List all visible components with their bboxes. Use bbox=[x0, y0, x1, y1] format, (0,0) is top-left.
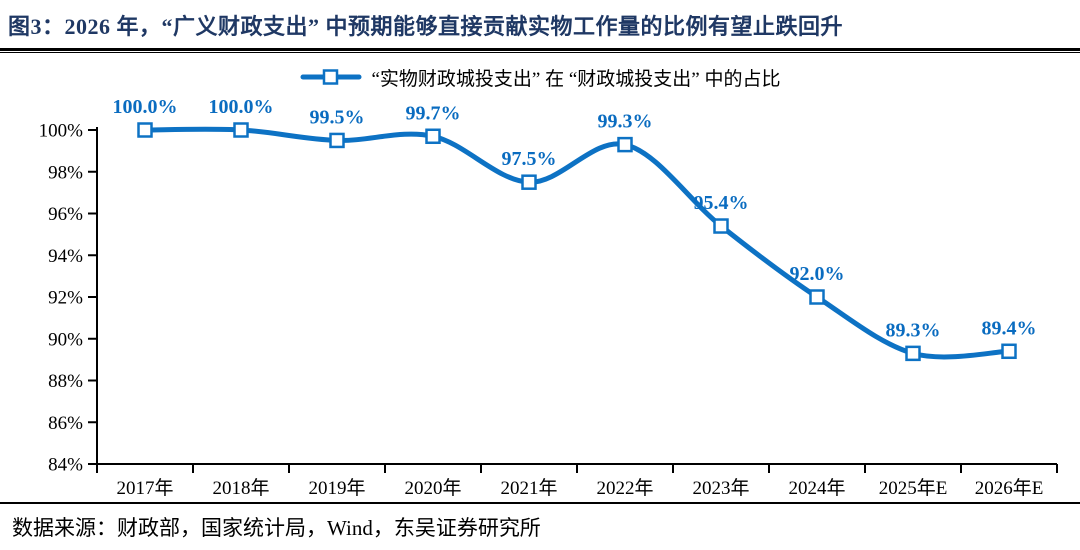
title-divider bbox=[0, 48, 1080, 53]
chart-svg: 100%98%96%94%92%90%88%86%84%2017年 2018年 20… bbox=[39, 96, 1058, 499]
svg-text:2023年: 2023年 bbox=[692, 477, 749, 499]
svg-text:90%: 90% bbox=[48, 329, 83, 350]
svg-text:89.3%: 89.3% bbox=[886, 319, 941, 341]
svg-text:2024年: 2024年 bbox=[788, 477, 845, 499]
svg-text:2021年: 2021年 bbox=[500, 477, 557, 499]
svg-text:2017年: 2017年 bbox=[116, 477, 173, 499]
svg-text:2026年E: 2026年E bbox=[975, 477, 1044, 499]
series-markers bbox=[137, 122, 1017, 362]
svg-text:99.5%: 99.5% bbox=[310, 106, 365, 128]
svg-text:92%: 92% bbox=[48, 288, 83, 309]
data-labels: 100.0% 100.0% 99.5% 99.7% 97.5% 99.3% 95.4% 92.… bbox=[113, 96, 1037, 341]
legend-line-marker-icon bbox=[300, 69, 361, 85]
svg-text:89.4%: 89.4% bbox=[982, 317, 1037, 339]
svg-text:84%: 84% bbox=[48, 455, 83, 476]
svg-text:98%: 98% bbox=[48, 162, 83, 183]
svg-text:92.0%: 92.0% bbox=[790, 263, 845, 285]
svg-text:100.0%: 100.0% bbox=[209, 96, 274, 118]
svg-text:2018年: 2018年 bbox=[212, 477, 269, 499]
y-axis-labels: 100% 98% 96% 94% 92% 90% 88% 86% 84% bbox=[39, 121, 84, 476]
chart-title: 图3：2026 年，“广义财政支出” 中预期能够直接贡献实物工作量的比例有望止跌… bbox=[8, 14, 844, 39]
svg-text:94%: 94% bbox=[48, 246, 83, 267]
svg-text:100%: 100% bbox=[39, 121, 84, 142]
svg-text:88%: 88% bbox=[48, 371, 83, 392]
series-line bbox=[142, 126, 1012, 360]
svg-text:97.5%: 97.5% bbox=[502, 148, 557, 170]
svg-text:86%: 86% bbox=[48, 413, 83, 434]
legend-label: “实物财政城投支出” 在 “财政城投支出” 中的占比 bbox=[371, 68, 781, 90]
chart-legend: “实物财政城投支出” 在 “财政城投支出” 中的占比 bbox=[0, 64, 1080, 90]
svg-text:100.0%: 100.0% bbox=[113, 96, 178, 118]
x-axis-labels: 2017年 2018年 2019年 2020年 2021年 2022年 2023年 2024年… bbox=[116, 477, 1043, 499]
svg-text:2019年: 2019年 bbox=[308, 477, 365, 499]
svg-text:96%: 96% bbox=[48, 204, 83, 225]
svg-text:2020年: 2020年 bbox=[404, 477, 461, 499]
source-note: 数据来源：财政部，国家统计局，Wind，东吴证券研究所 bbox=[12, 516, 541, 540]
svg-text:95.4%: 95.4% bbox=[694, 192, 749, 214]
svg-text:2022年: 2022年 bbox=[596, 477, 653, 499]
axes bbox=[88, 127, 1058, 473]
footer: 数据来源：财政部，国家统计局，Wind，东吴证券研究所 bbox=[0, 502, 1080, 542]
svg-text:99.3%: 99.3% bbox=[598, 111, 653, 133]
svg-text:99.7%: 99.7% bbox=[406, 102, 461, 124]
svg-text:2025年E: 2025年E bbox=[879, 477, 948, 499]
